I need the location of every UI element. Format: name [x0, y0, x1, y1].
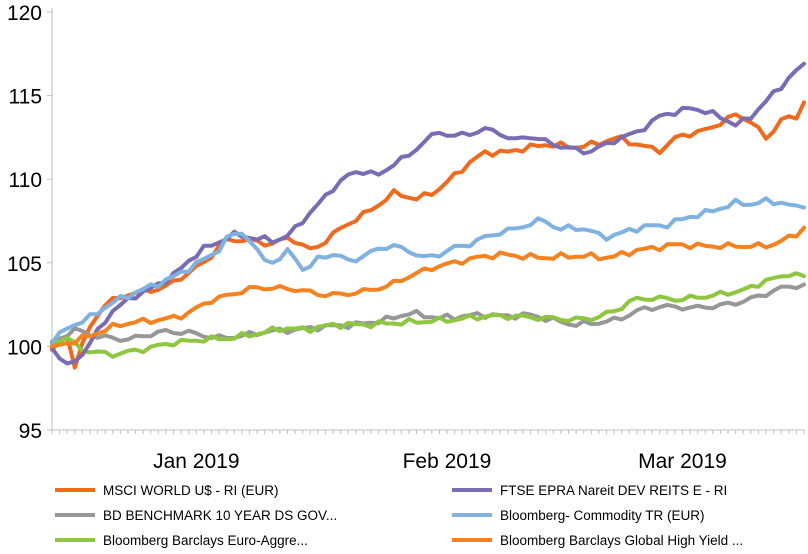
x-axis: Jan 2019 Feb 2019 Mar 2019	[51, 429, 805, 473]
y-axis: 95 100 105 110 115 120	[7, 2, 53, 443]
y-tick-label: 100	[7, 336, 42, 359]
legend-item: MSCI WORLD U$ - RI (EUR)	[55, 483, 279, 498]
legend-item: Bloomberg- Commodity TR (EUR)	[452, 508, 705, 523]
legend-label: Bloomberg- Commodity TR (EUR)	[500, 508, 705, 523]
legend-label: MSCI WORLD U$ - RI (EUR)	[103, 483, 279, 498]
legend-item: BD BENCHMARK 10 YEAR DS GOV...	[55, 508, 337, 523]
series-line-2	[50, 282, 806, 346]
x-tick-label: Jan 2019	[153, 450, 239, 473]
series-line-4	[50, 61, 806, 366]
legend-label: Bloomberg Barclays Global High Yield ...	[500, 533, 743, 548]
legend-label: BD BENCHMARK 10 YEAR DS GOV...	[103, 508, 337, 523]
series-line-5	[50, 196, 806, 346]
y-tick-label: 95	[19, 420, 42, 443]
legend-item: FTSE EPRA Nareit DEV REITS E - RI	[452, 483, 727, 498]
x-tick-label: Mar 2019	[638, 450, 727, 473]
y-tick-label: 110	[9, 169, 42, 192]
legend-label: Bloomberg Barclays Euro-Aggre...	[103, 533, 308, 548]
legend-label: FTSE EPRA Nareit DEV REITS E - RI	[500, 483, 727, 498]
y-tick-label: 105	[7, 253, 42, 276]
y-tick-label: 115	[9, 86, 42, 109]
legend-item: Bloomberg Barclays Global High Yield ...	[452, 533, 743, 548]
x-tick-label: Feb 2019	[403, 450, 492, 473]
legend-item: Bloomberg Barclays Euro-Aggre...	[55, 533, 308, 548]
series-line-3	[50, 271, 806, 359]
y-tick-label: 120	[7, 2, 42, 25]
series-line-6	[50, 225, 806, 349]
series-lines	[50, 61, 806, 370]
series-line-1	[50, 100, 806, 370]
legend: MSCI WORLD U$ - RI (EUR) FTSE EPRA Nareit…	[55, 483, 743, 548]
